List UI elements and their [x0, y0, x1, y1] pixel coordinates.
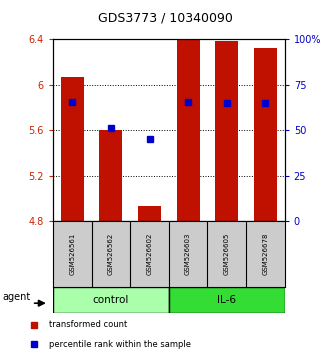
Bar — [138, 206, 161, 221]
Text: GSM526602: GSM526602 — [147, 233, 153, 275]
Bar — [176, 39, 200, 221]
Text: control: control — [93, 295, 129, 305]
Text: GSM526678: GSM526678 — [262, 233, 268, 275]
Text: GSM526603: GSM526603 — [185, 233, 191, 275]
Bar — [99, 130, 122, 221]
Text: GDS3773 / 10340090: GDS3773 / 10340090 — [98, 12, 233, 25]
Bar — [61, 76, 84, 221]
Text: agent: agent — [3, 292, 31, 302]
Bar — [254, 48, 277, 221]
Text: GSM526605: GSM526605 — [224, 233, 230, 275]
Text: percentile rank within the sample: percentile rank within the sample — [49, 340, 191, 349]
Text: IL-6: IL-6 — [217, 295, 236, 305]
Text: GSM526562: GSM526562 — [108, 233, 114, 275]
Text: transformed count: transformed count — [49, 320, 127, 329]
Bar — [53, 287, 169, 313]
Text: GSM526561: GSM526561 — [69, 233, 75, 275]
Bar — [169, 287, 285, 313]
Bar — [215, 41, 238, 221]
